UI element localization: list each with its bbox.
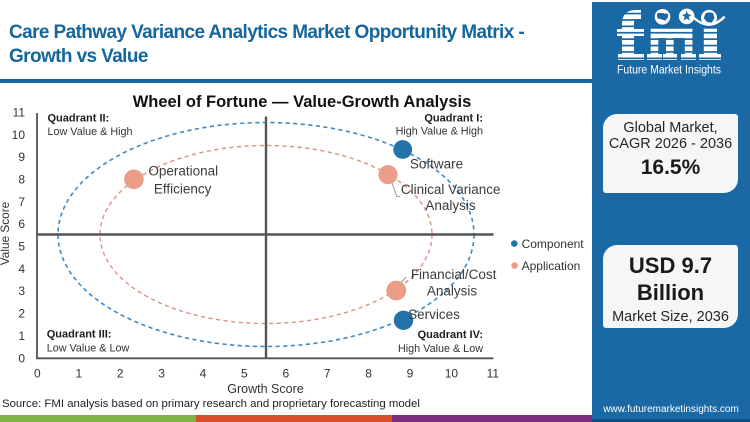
svg-text:High Value & High: High Value & High	[396, 125, 483, 137]
svg-text:7: 7	[18, 195, 25, 209]
svg-text:Low Value & Low: Low Value & Low	[47, 343, 130, 355]
svg-text:Quadrant I:: Quadrant I:	[424, 113, 483, 125]
svg-text:1: 1	[18, 329, 25, 343]
svg-text:0: 0	[34, 367, 41, 381]
svg-text:8: 8	[365, 367, 372, 381]
svg-text:9: 9	[18, 150, 25, 164]
svg-text:Analysis: Analysis	[425, 198, 476, 213]
svg-text:Future Market Insights: Future Market Insights	[617, 65, 721, 77]
svg-text:Growth Score: Growth Score	[227, 382, 303, 396]
svg-text:Quadrant III:: Quadrant III:	[47, 328, 112, 340]
svg-text:4: 4	[18, 262, 25, 276]
svg-text:11: 11	[487, 367, 500, 381]
svg-text:Quadrant II:: Quadrant II:	[48, 113, 110, 125]
svg-text:Software: Software	[410, 157, 463, 172]
svg-text:9: 9	[407, 367, 414, 381]
svg-text:Application: Application	[522, 259, 581, 273]
svg-text:Services: Services	[408, 307, 460, 322]
svg-text:Quadrant IV:: Quadrant IV:	[418, 329, 483, 341]
svg-text:6: 6	[18, 217, 25, 231]
svg-text:Value Score: Value Score	[0, 201, 12, 265]
svg-text:10: 10	[445, 367, 459, 381]
svg-text:Analysis: Analysis	[427, 284, 478, 299]
svg-text:Clinical Variance: Clinical Variance	[401, 182, 501, 197]
svg-text:7: 7	[324, 367, 331, 381]
svg-text:Operational: Operational	[148, 164, 218, 179]
svg-text:1: 1	[75, 367, 82, 381]
svg-text:3: 3	[158, 367, 165, 381]
svg-text:8: 8	[18, 173, 25, 187]
svg-text:5: 5	[241, 367, 248, 381]
svg-text:2: 2	[18, 307, 25, 321]
svg-text:3: 3	[18, 284, 25, 298]
svg-text:4: 4	[200, 367, 207, 381]
svg-text:Financial/Cost: Financial/Cost	[411, 267, 497, 282]
svg-text:High Value & Low: High Value & Low	[398, 343, 483, 355]
svg-text:Efficiency: Efficiency	[154, 181, 212, 196]
svg-text:0: 0	[18, 351, 25, 365]
svg-text:6: 6	[282, 367, 289, 381]
svg-text:Low Value & High: Low Value & High	[48, 126, 133, 138]
svg-text:Component: Component	[522, 237, 585, 251]
svg-text:5: 5	[18, 240, 25, 254]
svg-text:11: 11	[13, 105, 26, 119]
svg-text:10: 10	[12, 128, 26, 142]
svg-text:2: 2	[117, 367, 124, 381]
svg-text:Wheel of Fortune — Value-Growt: Wheel of Fortune — Value-Growth Analysis	[133, 93, 472, 111]
